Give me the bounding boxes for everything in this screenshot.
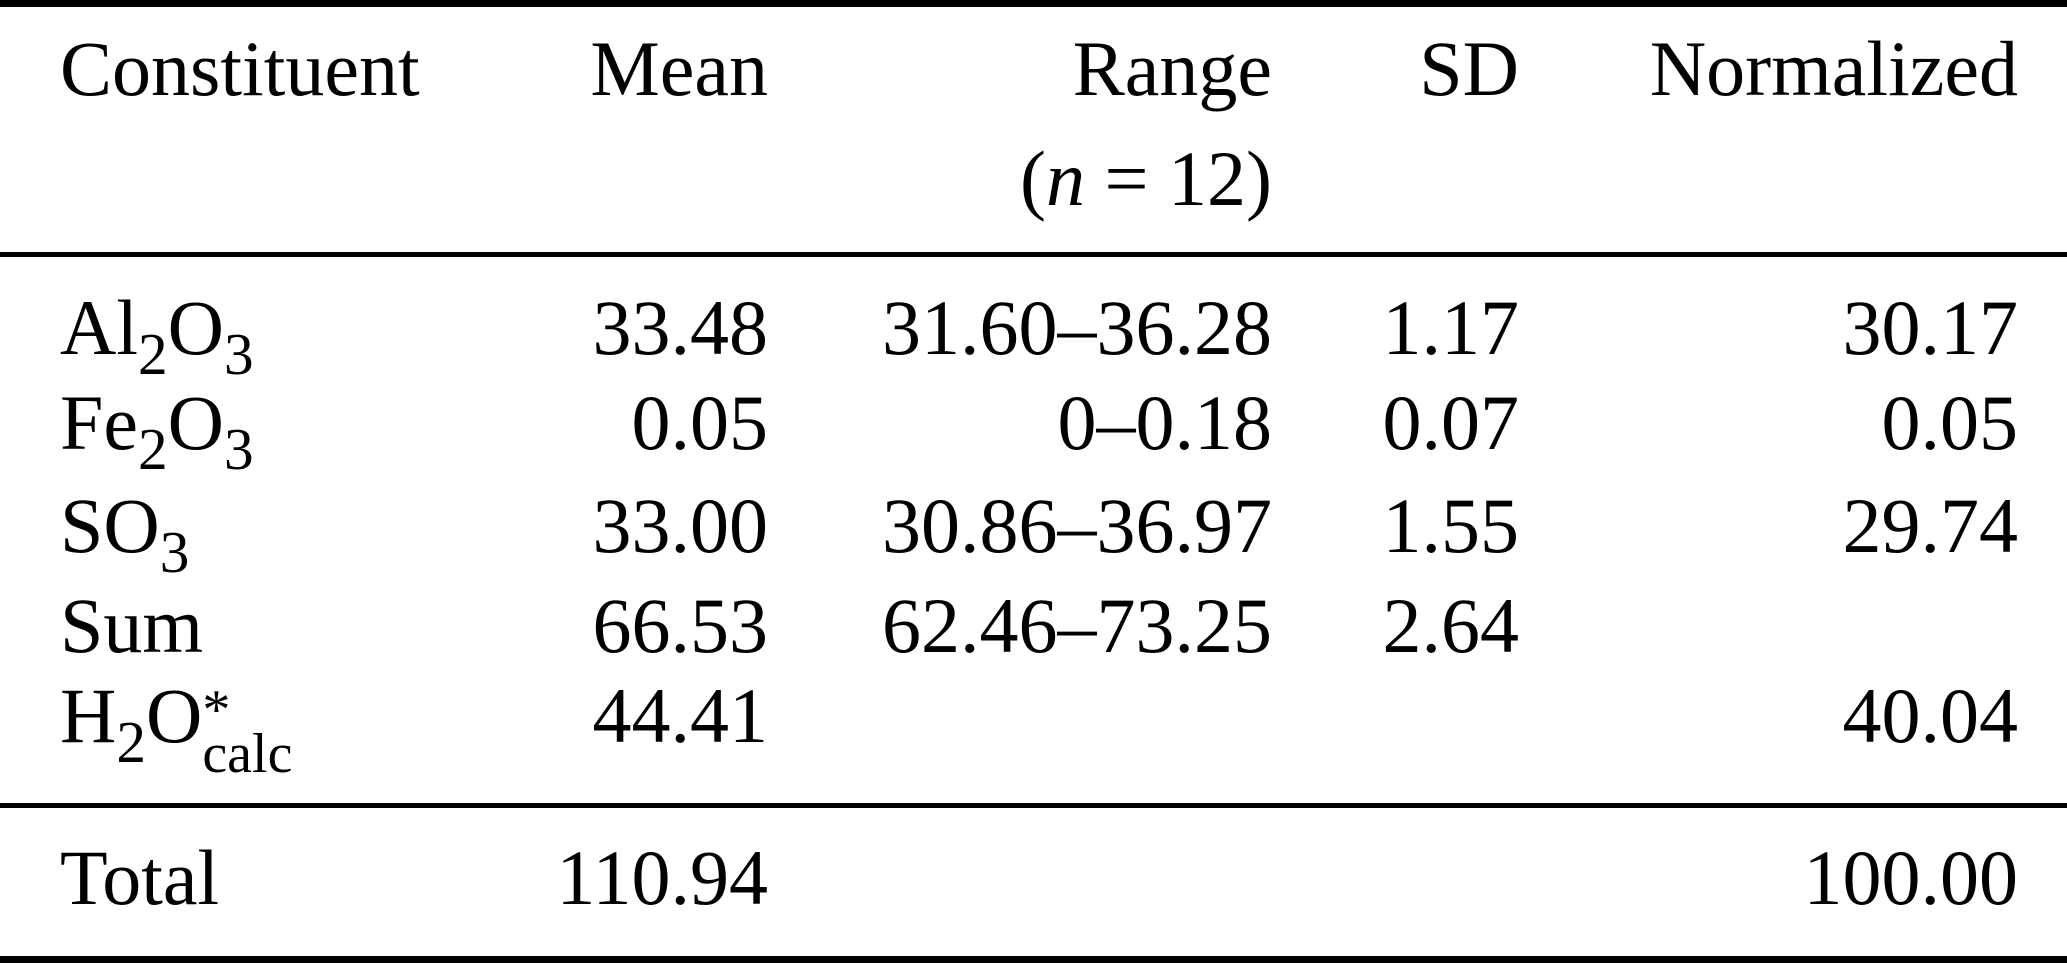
cell-mean: 0.05 — [631, 379, 769, 466]
formula-text: Al — [60, 284, 138, 371]
formula-subscript: 3 — [223, 321, 254, 388]
formula-subscript-calc: calc — [202, 723, 293, 785]
table-header-subrow: (n = 12) — [0, 140, 2067, 218]
header-range-note: (n = 12) — [768, 140, 1272, 218]
table-row-so3: SO3 33.00 30.86–36.97 1.55 29.74 — [0, 482, 2067, 586]
cell-range: 62.46–73.25 — [882, 582, 1272, 669]
formula-text: O — [167, 284, 224, 371]
cell-range: 0–0.18 — [1057, 379, 1273, 466]
table-rule-bottom — [0, 956, 2067, 963]
cell-range — [768, 839, 1272, 917]
formula-subscript: 3 — [159, 519, 190, 586]
range-note-open: ( — [1020, 135, 1047, 222]
cell-normalized: 0.05 — [1881, 379, 2019, 466]
formula-text: O — [167, 379, 224, 466]
formula-text: O — [145, 672, 203, 759]
cell-constituent: Total — [60, 834, 220, 921]
range-note-n-variable: n — [1046, 135, 1086, 222]
table-header-row: Constituent Mean Range SD Normalized — [0, 30, 2067, 108]
formula-sup-sub-stack: * calc — [202, 679, 293, 785]
table-rule-above-total — [0, 803, 2067, 808]
cell-constituent: Fe2O3 — [60, 384, 450, 483]
cell-mean: 44.41 — [592, 672, 769, 759]
cell-mean: 33.48 — [592, 284, 769, 371]
range-note-rest: = 12) — [1085, 135, 1272, 222]
cell-mean: 66.53 — [592, 582, 769, 669]
cell-constituent: SO3 — [60, 487, 450, 586]
header-normalized: Normalized — [1649, 25, 2018, 112]
formula-subscript: 2 — [116, 709, 146, 776]
cell-sd: 1.55 — [1382, 482, 1520, 569]
cell-normalized: 100.00 — [1803, 834, 2019, 921]
cell-sd: 0.07 — [1382, 379, 1520, 466]
table-row-h2o-calc: H2O * calc 44.41 40.04 — [0, 672, 2067, 785]
cell-mean: 110.94 — [556, 834, 768, 921]
cell-normalized — [1519, 587, 2018, 665]
header-mean: Mean — [590, 25, 768, 112]
cell-range: 30.86–36.97 — [882, 482, 1272, 569]
table-row-al2o3: Al2O3 33.48 31.60–36.28 1.17 30.17 — [0, 284, 2067, 388]
cell-normalized: 30.17 — [1842, 284, 2019, 371]
formula-text: Fe — [60, 379, 138, 466]
cell-sd — [1272, 677, 1519, 776]
header-constituent: Constituent — [60, 25, 420, 112]
table-rule-top — [0, 0, 2067, 7]
table-row-fe2o3: Fe2O3 0.05 0–0.18 0.07 0.05 — [0, 379, 2067, 483]
formula-text: H — [60, 672, 117, 759]
cell-normalized: 40.04 — [1842, 672, 2019, 759]
table-row-sum: Sum 66.53 62.46–73.25 2.64 — [0, 587, 2067, 665]
cell-sd: 2.64 — [1382, 582, 1520, 669]
table-row-total: Total 110.94 100.00 — [0, 839, 2067, 917]
header-sd: SD — [1419, 25, 1519, 112]
cell-sd: 1.17 — [1382, 284, 1520, 371]
formula-subscript: 3 — [223, 416, 254, 483]
formula-subscript: 2 — [138, 321, 168, 388]
cell-range: 31.60–36.28 — [882, 284, 1272, 371]
cell-constituent: Sum — [60, 582, 204, 669]
cell-constituent: Al2O3 — [60, 289, 450, 388]
formula-text: SO — [60, 482, 160, 569]
cell-range — [768, 677, 1272, 776]
formula-subscript: 2 — [138, 416, 168, 483]
cell-mean: 33.00 — [592, 482, 769, 569]
cell-normalized: 29.74 — [1842, 482, 2019, 569]
cell-constituent: H2O * calc — [60, 677, 450, 785]
table-rule-below-header — [0, 252, 2067, 257]
header-range: Range — [1072, 25, 1272, 112]
cell-sd — [1272, 839, 1519, 917]
formula-superscript-star: * — [202, 679, 231, 741]
